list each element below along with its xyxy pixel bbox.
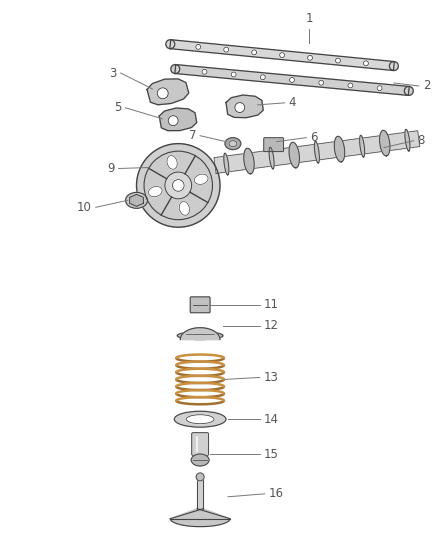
Circle shape: [137, 144, 220, 227]
Polygon shape: [130, 195, 143, 206]
Text: 12: 12: [264, 319, 279, 332]
Circle shape: [364, 61, 368, 66]
Polygon shape: [226, 95, 263, 118]
Circle shape: [168, 116, 178, 126]
Circle shape: [231, 72, 236, 77]
Ellipse shape: [177, 332, 223, 340]
Text: 8: 8: [418, 134, 425, 147]
Polygon shape: [175, 64, 409, 95]
Text: 15: 15: [264, 448, 279, 461]
Circle shape: [290, 77, 294, 83]
Text: 10: 10: [77, 201, 92, 214]
Circle shape: [166, 39, 175, 49]
Text: 4: 4: [289, 96, 296, 109]
Circle shape: [319, 80, 324, 85]
Text: 11: 11: [264, 298, 279, 311]
FancyBboxPatch shape: [264, 138, 283, 151]
Ellipse shape: [167, 156, 177, 169]
Text: 7: 7: [189, 129, 196, 142]
Ellipse shape: [174, 411, 226, 427]
Circle shape: [336, 58, 340, 63]
Circle shape: [252, 50, 257, 55]
Circle shape: [165, 172, 191, 199]
Circle shape: [389, 62, 398, 70]
Circle shape: [196, 473, 204, 481]
Ellipse shape: [179, 201, 190, 215]
Polygon shape: [289, 142, 300, 168]
Polygon shape: [244, 148, 254, 174]
Polygon shape: [314, 141, 319, 163]
Polygon shape: [170, 508, 230, 527]
Circle shape: [279, 53, 285, 58]
Circle shape: [202, 69, 207, 74]
Polygon shape: [360, 135, 365, 157]
Circle shape: [348, 83, 353, 88]
Text: 5: 5: [114, 101, 122, 115]
FancyBboxPatch shape: [190, 297, 210, 313]
Circle shape: [404, 86, 413, 95]
Circle shape: [377, 86, 382, 91]
Ellipse shape: [229, 141, 237, 147]
Text: 2: 2: [423, 79, 430, 92]
Polygon shape: [159, 108, 197, 131]
Polygon shape: [147, 79, 189, 105]
Polygon shape: [269, 147, 274, 169]
Circle shape: [196, 44, 201, 50]
Circle shape: [171, 64, 180, 74]
Ellipse shape: [126, 192, 148, 208]
Circle shape: [307, 55, 312, 60]
FancyBboxPatch shape: [192, 433, 208, 456]
Circle shape: [173, 180, 184, 191]
Text: 1: 1: [306, 12, 313, 25]
Circle shape: [224, 47, 229, 52]
Ellipse shape: [194, 174, 208, 184]
Circle shape: [235, 102, 245, 112]
Ellipse shape: [191, 454, 209, 466]
Text: 13: 13: [264, 371, 279, 384]
Text: 6: 6: [311, 131, 318, 144]
Text: 3: 3: [109, 67, 117, 79]
Polygon shape: [380, 131, 390, 156]
Circle shape: [260, 75, 265, 80]
Polygon shape: [197, 477, 203, 508]
Ellipse shape: [148, 187, 162, 197]
Ellipse shape: [186, 415, 214, 424]
Ellipse shape: [225, 138, 241, 150]
Text: 14: 14: [264, 413, 279, 426]
Polygon shape: [170, 40, 394, 70]
Polygon shape: [180, 328, 220, 340]
Polygon shape: [334, 136, 345, 162]
Polygon shape: [224, 153, 229, 175]
Circle shape: [157, 88, 168, 99]
Circle shape: [144, 151, 212, 220]
Polygon shape: [405, 130, 410, 151]
Polygon shape: [214, 131, 420, 173]
Text: 9: 9: [107, 162, 115, 175]
Text: 16: 16: [268, 487, 284, 500]
